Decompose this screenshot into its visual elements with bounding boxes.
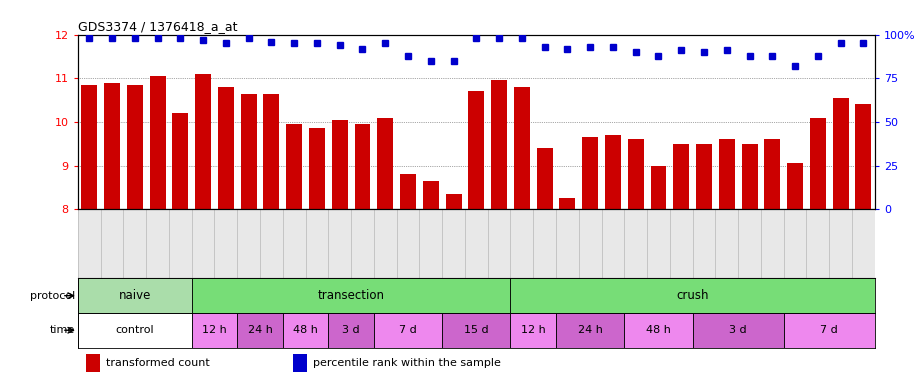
Bar	[149, 76, 166, 209]
Bar	[354, 124, 370, 209]
Bar	[833, 98, 848, 209]
Bar	[78, 313, 191, 348]
Bar	[172, 113, 189, 209]
Text: 15 d: 15 d	[464, 325, 488, 335]
Bar	[764, 139, 780, 209]
Text: 48 h: 48 h	[646, 325, 671, 335]
Bar	[625, 313, 692, 348]
Bar	[86, 354, 100, 372]
Bar	[810, 118, 826, 209]
Bar	[673, 144, 689, 209]
Bar	[696, 144, 712, 209]
Bar	[742, 144, 758, 209]
Bar	[583, 137, 598, 209]
Text: 24 h: 24 h	[247, 325, 272, 335]
Bar	[719, 139, 735, 209]
Text: 24 h: 24 h	[578, 325, 603, 335]
Bar	[856, 104, 871, 209]
Bar	[104, 83, 120, 209]
Bar	[237, 313, 283, 348]
Bar	[374, 313, 442, 348]
Bar	[218, 87, 234, 209]
Text: 3 d: 3 d	[729, 325, 747, 335]
Bar	[650, 166, 667, 209]
Bar	[328, 313, 374, 348]
Bar	[191, 278, 510, 313]
Text: 7 d: 7 d	[821, 325, 838, 335]
Bar	[241, 94, 256, 209]
Bar	[784, 313, 875, 348]
Bar	[126, 85, 143, 209]
Bar	[537, 148, 552, 209]
Text: percentile rank within the sample: percentile rank within the sample	[313, 358, 501, 368]
Text: time: time	[49, 325, 75, 335]
Bar	[283, 313, 328, 348]
Bar	[560, 199, 575, 209]
Bar	[309, 129, 325, 209]
Text: 12 h: 12 h	[521, 325, 546, 335]
Bar	[332, 120, 348, 209]
Bar	[468, 91, 485, 209]
Bar	[787, 164, 803, 209]
Text: GDS3374 / 1376418_a_at: GDS3374 / 1376418_a_at	[78, 20, 237, 33]
Bar	[510, 313, 556, 348]
Bar	[510, 278, 875, 313]
Bar	[491, 80, 507, 209]
Text: crush: crush	[676, 289, 709, 302]
Bar	[195, 74, 211, 209]
Bar	[293, 354, 308, 372]
Bar	[692, 313, 784, 348]
Text: transection: transection	[318, 289, 385, 302]
Bar	[556, 313, 625, 348]
Bar	[605, 135, 621, 209]
Bar	[400, 174, 416, 209]
Text: 12 h: 12 h	[202, 325, 227, 335]
Text: 7 d: 7 d	[399, 325, 417, 335]
Bar	[286, 124, 302, 209]
Text: transformed count: transformed count	[105, 358, 210, 368]
Bar	[627, 139, 644, 209]
Bar	[82, 85, 97, 209]
Bar	[264, 94, 279, 209]
Bar	[78, 278, 191, 313]
Bar	[423, 181, 439, 209]
Bar	[445, 194, 462, 209]
Bar	[514, 87, 529, 209]
Text: 48 h: 48 h	[293, 325, 318, 335]
Text: control: control	[115, 325, 154, 335]
Text: naive: naive	[118, 289, 151, 302]
Bar	[377, 118, 393, 209]
Bar	[442, 313, 510, 348]
Text: protocol: protocol	[30, 291, 75, 301]
Bar	[191, 313, 237, 348]
Text: 3 d: 3 d	[343, 325, 360, 335]
